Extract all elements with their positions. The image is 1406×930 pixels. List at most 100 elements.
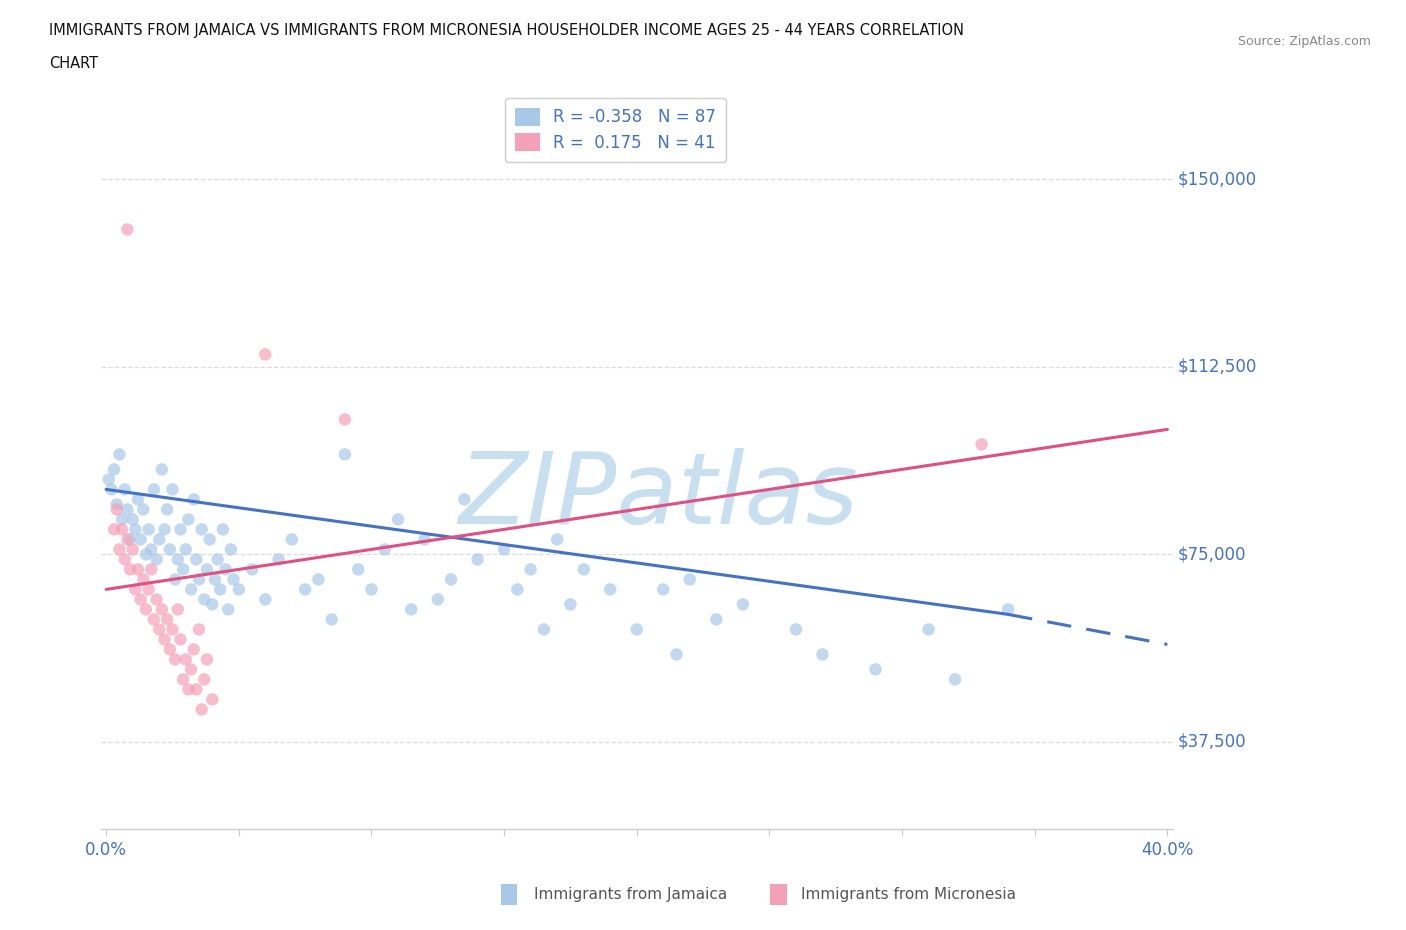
Point (141, 542, 163, 557)
Point (156, 502, 179, 517)
Point (177, 682, 200, 697)
Point (652, 582, 675, 597)
Point (148, 622, 170, 637)
Point (546, 532, 568, 547)
Point (399, 602, 422, 617)
Point (453, 492, 475, 507)
Point (127, 562, 149, 577)
Point (413, 532, 436, 547)
Point (166, 552, 188, 567)
Point (917, 622, 939, 637)
Point (135, 602, 157, 617)
Text: $112,500: $112,500 (1178, 358, 1257, 376)
Point (204, 572, 226, 587)
Point (665, 647, 688, 662)
Point (169, 522, 191, 537)
Point (105, 497, 128, 512)
Point (333, 412, 356, 427)
Point (506, 582, 529, 597)
Point (117, 502, 139, 517)
Point (240, 562, 263, 577)
Point (172, 562, 194, 577)
Point (135, 547, 157, 562)
Point (165, 652, 187, 667)
Point (105, 502, 128, 517)
Point (148, 532, 170, 547)
Point (785, 622, 807, 637)
Point (201, 597, 224, 612)
Point (121, 512, 143, 526)
Point (374, 542, 396, 557)
Text: $150,000: $150,000 (1178, 170, 1257, 189)
Point (360, 582, 382, 597)
Text: Source: ZipAtlas.com: Source: ZipAtlas.com (1237, 35, 1371, 48)
Point (156, 612, 179, 627)
Legend: R = -0.358   N = 87, R =  0.175   N = 41: R = -0.358 N = 87, R = 0.175 N = 41 (505, 98, 725, 162)
Point (162, 482, 184, 497)
Point (142, 612, 165, 627)
Point (153, 632, 176, 647)
Point (118, 562, 141, 577)
Point (186, 552, 208, 567)
Point (108, 542, 131, 557)
Point (307, 572, 329, 587)
Point (117, 532, 139, 547)
Point (114, 552, 136, 567)
Point (153, 522, 176, 537)
Point (150, 462, 173, 477)
Point (217, 602, 239, 617)
Point (142, 482, 165, 497)
Point (165, 572, 187, 587)
Text: CHART: CHART (49, 56, 98, 71)
Point (198, 532, 221, 547)
Point (626, 622, 648, 637)
Point (294, 582, 316, 597)
Point (997, 602, 1019, 617)
Point (103, 522, 125, 537)
Point (347, 562, 370, 577)
Point (321, 612, 343, 627)
Point (679, 572, 702, 587)
Point (138, 582, 160, 597)
Point (811, 647, 834, 662)
Point (103, 462, 125, 477)
Point (177, 512, 200, 526)
Point (193, 592, 215, 607)
Text: Immigrants from Jamaica: Immigrants from Jamaica (534, 887, 727, 902)
Point (150, 602, 173, 617)
Point (599, 582, 621, 597)
Point (201, 692, 224, 707)
Point (124, 582, 146, 597)
Point (560, 597, 582, 612)
Point (193, 672, 215, 687)
Point (207, 552, 229, 567)
Point (333, 447, 356, 462)
Point (129, 532, 152, 547)
Point (209, 582, 232, 597)
Point (118, 532, 141, 547)
Point (132, 502, 155, 517)
Text: Immigrants from Micronesia: Immigrants from Micronesia (801, 887, 1017, 902)
Point (267, 552, 290, 567)
Point (188, 572, 211, 587)
Point (129, 592, 152, 607)
Point (169, 632, 191, 647)
Point (141, 562, 163, 577)
Point (100, 482, 122, 497)
Point (97, 472, 120, 486)
Point (172, 672, 194, 687)
Point (254, 347, 277, 362)
Point (166, 602, 188, 617)
Point (970, 437, 993, 452)
Point (222, 572, 245, 587)
Point (188, 622, 211, 637)
Point (124, 522, 146, 537)
Point (159, 642, 181, 657)
Point (865, 662, 887, 677)
Point (195, 562, 218, 577)
Point (174, 542, 197, 557)
Point (519, 562, 541, 577)
Text: IMMIGRANTS FROM JAMAICA VS IMMIGRANTS FROM MICRONESIA HOUSEHOLDER INCOME AGES 25: IMMIGRANTS FROM JAMAICA VS IMMIGRANTS FR… (49, 23, 965, 38)
Point (186, 682, 208, 697)
Point (572, 562, 595, 577)
